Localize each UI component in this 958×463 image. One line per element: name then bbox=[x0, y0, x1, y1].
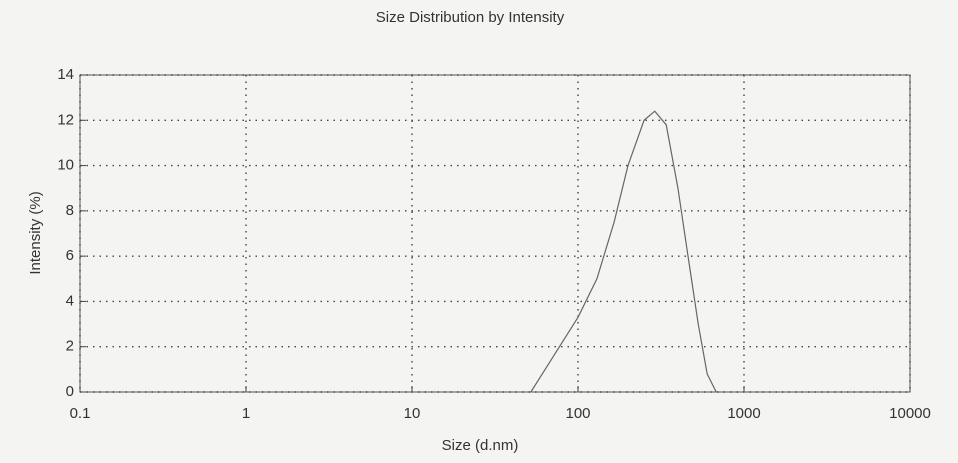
x-tick-label: 100 bbox=[565, 405, 590, 422]
x-axis-label: Size (d.nm) bbox=[442, 437, 519, 454]
y-tick-label: 14 bbox=[57, 66, 74, 83]
x-tick-label: 1 bbox=[242, 405, 250, 422]
y-tick-label: 4 bbox=[66, 292, 74, 309]
y-tick-label: 6 bbox=[66, 247, 74, 264]
y-tick-label: 2 bbox=[66, 338, 74, 355]
chart-title: Size Distribution by Intensity bbox=[376, 9, 565, 26]
plot-frame bbox=[79, 74, 911, 393]
x-tick-label: 10000 bbox=[889, 405, 931, 422]
y-tick-label: 0 bbox=[66, 383, 74, 400]
y-tick-label: 8 bbox=[66, 202, 74, 219]
x-tick-label: 0.1 bbox=[70, 405, 91, 422]
data-line bbox=[530, 110, 717, 393]
y-tick-label: 12 bbox=[57, 111, 74, 128]
x-tick-label: 1000 bbox=[727, 405, 760, 422]
y-tick-label: 10 bbox=[57, 157, 74, 174]
x-tick-label: 10 bbox=[404, 405, 421, 422]
y-axis-label: Intensity (%) bbox=[27, 191, 44, 274]
